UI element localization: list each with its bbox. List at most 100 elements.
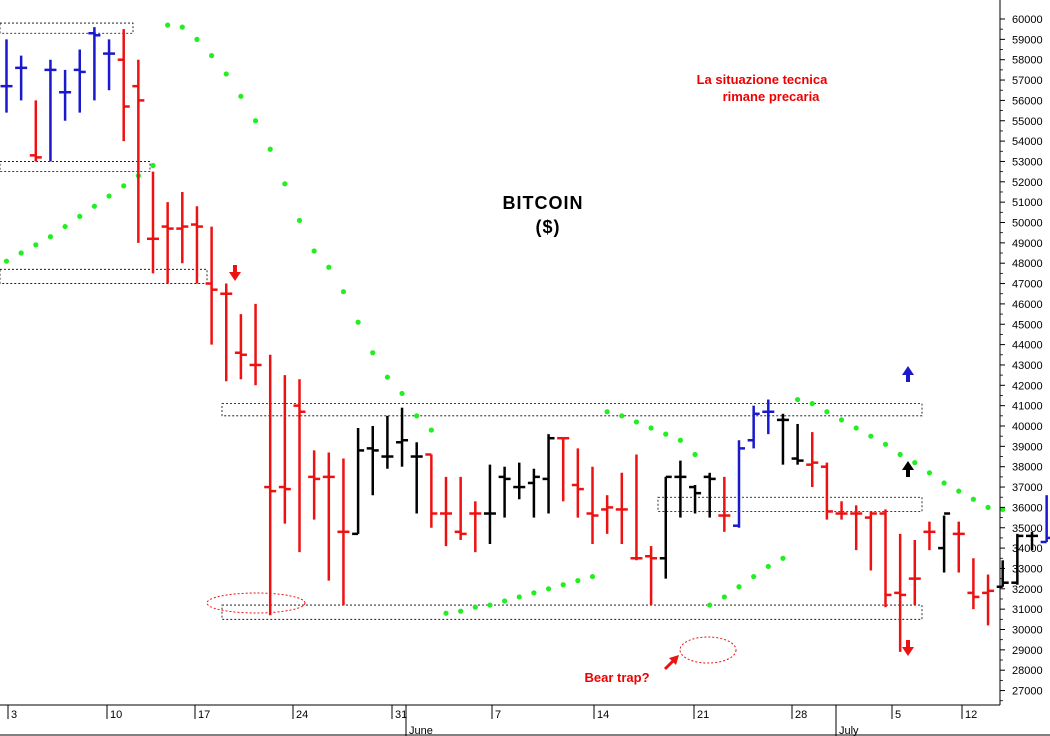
sar-dot xyxy=(853,425,859,431)
sar-dot xyxy=(77,213,83,219)
x-tick-label: 14 xyxy=(597,709,609,721)
sar-dot xyxy=(824,409,830,415)
ohlc-bar xyxy=(1011,533,1024,585)
sar-dot xyxy=(3,258,10,264)
y-tick-label: 43000 xyxy=(1012,360,1043,372)
x-tick-label: 10 xyxy=(110,709,122,721)
ohlc-bar xyxy=(396,407,409,467)
y-tick-label: 37000 xyxy=(1012,482,1043,494)
ohlc-bar xyxy=(161,202,174,284)
sar-dot xyxy=(33,242,39,248)
channel-box-2 xyxy=(0,268,208,284)
ohlc-bar xyxy=(791,423,804,465)
y-tick-label: 31000 xyxy=(1012,604,1043,616)
ohlc-bar xyxy=(835,501,848,520)
black-up-arrow-icon xyxy=(902,461,914,477)
sar-dot xyxy=(633,419,640,425)
ohlc-bar xyxy=(15,55,28,101)
y-tick-label: 53000 xyxy=(1012,156,1043,168)
ohlc-bar xyxy=(645,546,658,606)
chart-subtitle: ($) xyxy=(536,217,561,237)
channel-layer xyxy=(0,22,923,620)
ohlc-bar xyxy=(542,434,555,514)
sar-dot xyxy=(868,433,874,439)
sar-dot xyxy=(121,183,127,189)
sar-dot xyxy=(531,590,537,596)
ohlc-bar xyxy=(88,27,101,101)
sar-dot xyxy=(780,555,786,561)
sar-dot xyxy=(502,598,508,604)
sar-dot xyxy=(677,437,684,443)
y-tick-label: 29000 xyxy=(1012,645,1043,657)
ohlc-bar xyxy=(864,511,877,571)
ohlc-bar xyxy=(982,574,995,626)
sar-dot xyxy=(428,427,434,433)
channel-box-5 xyxy=(221,604,923,620)
sar-dot xyxy=(223,71,229,77)
x-tick-label: 28 xyxy=(795,709,807,721)
sar-dot xyxy=(692,451,698,458)
ohlc-bar xyxy=(776,413,789,465)
ohlc-bar xyxy=(29,100,42,162)
sar-dot xyxy=(472,604,478,610)
y-tick-label: 50000 xyxy=(1012,218,1043,230)
sar-dot xyxy=(648,425,654,431)
sar-dot xyxy=(589,573,596,580)
ohlc-bar xyxy=(586,466,599,545)
ohlc-bar xyxy=(410,442,423,514)
ohlc-bar xyxy=(938,512,951,573)
x-tick-label: 12 xyxy=(965,709,977,721)
sar-dot xyxy=(252,118,259,124)
ohlc-bar xyxy=(425,453,438,528)
sar-dot xyxy=(838,417,845,423)
ohlc-bar xyxy=(571,448,584,518)
ohlc-bar xyxy=(234,314,247,380)
sar-dot xyxy=(91,203,97,209)
sar-dot xyxy=(604,409,610,415)
ohlc-bar xyxy=(132,59,145,243)
sar-dot xyxy=(516,594,522,600)
sar-dot xyxy=(384,374,390,380)
ohlc-bar xyxy=(352,428,365,536)
ohlc-bar xyxy=(733,440,745,528)
y-tick-label: 60000 xyxy=(1012,14,1043,26)
sar-dot xyxy=(926,470,933,476)
y-tick-label: 57000 xyxy=(1012,75,1043,87)
sar-dot xyxy=(326,264,332,270)
y-tick-label: 32000 xyxy=(1012,584,1043,596)
sar-dot xyxy=(340,289,347,295)
sar-dot xyxy=(985,504,991,510)
ohlc-bar xyxy=(103,39,116,91)
ohlc-bar xyxy=(923,521,936,551)
x-tick-label: 7 xyxy=(495,709,501,721)
sar-dot xyxy=(399,390,405,397)
sar-dot xyxy=(575,578,581,584)
y-tick-label: 58000 xyxy=(1012,55,1043,67)
y-tick-label: 59000 xyxy=(1012,34,1043,46)
y-tick-label: 33000 xyxy=(1012,563,1043,575)
x-tick-label: 5 xyxy=(895,709,901,721)
sar-dot xyxy=(414,413,420,419)
ohlc-bar xyxy=(205,226,218,345)
y-tick-label: 34000 xyxy=(1012,543,1043,555)
sar-dot xyxy=(751,573,757,580)
sar-dot xyxy=(106,193,112,199)
ohlc-bar xyxy=(615,472,628,545)
ohlc-bar xyxy=(601,495,614,534)
sar-dot xyxy=(267,146,273,152)
sar-dot xyxy=(311,248,317,254)
ohlc-bar xyxy=(718,476,731,532)
down-arrow-icon xyxy=(229,265,241,281)
y-tick-label: 46000 xyxy=(1012,299,1043,311)
ohlc-bar xyxy=(0,39,13,113)
month-label: July xyxy=(839,725,859,736)
low-zone-circle xyxy=(206,592,306,614)
sar-dot xyxy=(809,401,815,407)
bear-trap-label: Bear trap? xyxy=(584,670,649,685)
ohlc-bar xyxy=(308,450,321,520)
ohlc-bar xyxy=(73,49,86,113)
y-tick-label: 44000 xyxy=(1012,340,1043,352)
sar-dot xyxy=(882,441,889,447)
